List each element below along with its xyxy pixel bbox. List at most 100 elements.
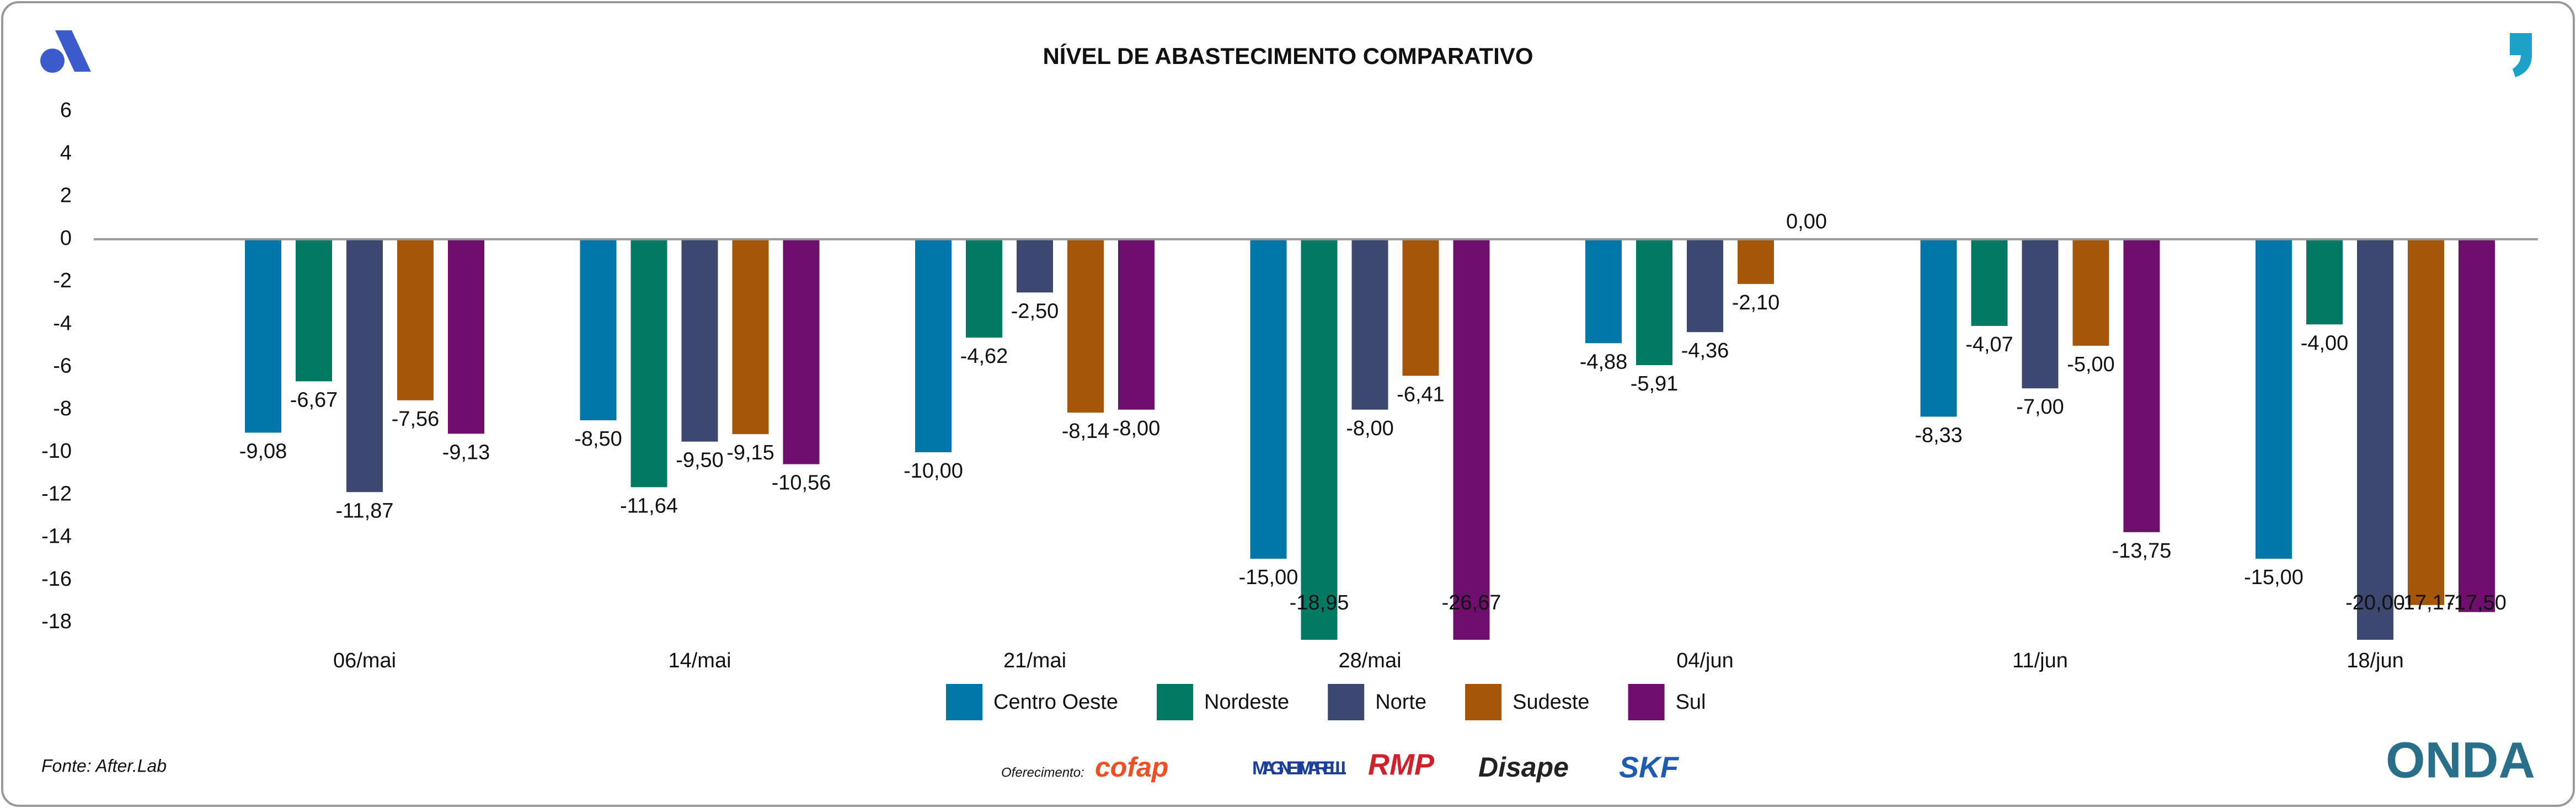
value-label: -7,00 — [2016, 395, 2064, 419]
chart-title: NÍVEL DE ABASTECIMENTO COMPARATIVO — [1043, 43, 1533, 69]
bar — [1585, 239, 1622, 344]
legend-label: Sul — [1676, 691, 1706, 714]
y-tick-label: 6 — [60, 99, 72, 122]
value-label: -4,62 — [960, 345, 1008, 368]
value-label: -4,07 — [1965, 333, 2013, 356]
y-tick-label: 2 — [60, 184, 72, 207]
y-tick-label: -4 — [53, 312, 72, 335]
value-label: -9,15 — [726, 441, 774, 464]
bar — [346, 239, 383, 493]
legend-label: Centro Oeste — [993, 691, 1118, 714]
value-label: -2,10 — [1732, 291, 1780, 314]
value-label: -26,67 — [1442, 591, 1501, 614]
y-tick-label: -12 — [41, 482, 72, 505]
y-tick-label: -6 — [53, 355, 72, 378]
value-label: 0,00 — [1786, 210, 1827, 233]
sponsor: Disape — [1478, 752, 1569, 783]
value-label: -7,56 — [392, 408, 440, 431]
value-label: -10,56 — [772, 472, 831, 495]
bar — [448, 239, 484, 434]
bar — [2408, 239, 2444, 605]
legend-swatch — [1328, 684, 1365, 720]
y-tick-label: -10 — [41, 440, 72, 463]
bar — [1738, 239, 1774, 284]
bar — [1636, 239, 1672, 366]
y-tick-label: -14 — [41, 525, 72, 548]
sponsor: MAGNETI MARELLI — [1252, 758, 1346, 779]
bar — [681, 239, 718, 442]
value-label: -6,67 — [290, 388, 338, 411]
bar — [2306, 239, 2343, 325]
bar — [1687, 239, 1723, 333]
bar — [783, 239, 820, 464]
bar — [1118, 239, 1155, 410]
bar — [2022, 239, 2059, 389]
legend-swatch — [1465, 684, 1502, 720]
x-tick-label: 14/mai — [668, 649, 731, 672]
value-label: -4,88 — [1580, 350, 1628, 373]
sponsor: RMP — [1368, 748, 1435, 781]
value-label: -5,91 — [1631, 372, 1679, 395]
bar — [915, 239, 952, 452]
bar — [2123, 239, 2160, 532]
bar — [397, 239, 434, 400]
value-label: -9,08 — [239, 440, 287, 463]
legend-swatch — [1157, 684, 1193, 720]
bar — [2256, 239, 2292, 559]
value-label: -13,75 — [2112, 539, 2172, 563]
sponsor-label: Oferecimento: — [1001, 765, 1084, 780]
legend-label: Nordeste — [1204, 691, 1289, 714]
sponsor: ONDA — [2386, 732, 2535, 788]
y-tick-label: 4 — [60, 141, 72, 164]
value-label: -18,95 — [1290, 591, 1349, 614]
value-label: -4,00 — [2301, 331, 2349, 355]
y-tick-label: -8 — [53, 397, 72, 420]
bar — [1402, 239, 1439, 376]
value-label: -20,00 — [2345, 591, 2405, 614]
value-label: -8,00 — [1113, 417, 1161, 440]
bar — [1067, 239, 1104, 413]
bar — [580, 239, 617, 421]
value-label: -8,14 — [1062, 420, 1110, 443]
bar — [966, 239, 1002, 338]
value-label: -2,50 — [1011, 299, 1059, 323]
x-tick-label: 18/jun — [2347, 649, 2404, 672]
x-tick-label: 11/jun — [2012, 649, 2068, 672]
legend-swatch — [946, 684, 982, 720]
bar — [630, 239, 667, 488]
bar — [1920, 239, 1957, 417]
value-label: -17,50 — [2447, 591, 2506, 614]
x-tick-label: 04/jun — [1676, 649, 1734, 672]
value-label: -11,87 — [336, 499, 394, 522]
legend-label: Sudeste — [1513, 691, 1589, 714]
bar — [1971, 239, 2008, 326]
value-label: -8,50 — [574, 427, 622, 451]
y-tick-label: -18 — [41, 610, 72, 633]
bar — [2357, 239, 2393, 640]
legend-label: Norte — [1375, 691, 1426, 714]
y-tick-label: -2 — [53, 269, 72, 292]
sponsor: SKF — [1619, 751, 1680, 784]
x-tick-label: 21/mai — [1003, 649, 1066, 672]
y-tick-label: -16 — [41, 568, 72, 591]
legend-swatch — [1628, 684, 1665, 720]
plot-area — [245, 239, 2495, 640]
y-tick-label: 0 — [60, 227, 72, 250]
bar — [296, 239, 332, 382]
bar — [1351, 239, 1388, 410]
brand-logo — [40, 30, 91, 73]
value-label: -9,50 — [676, 449, 724, 472]
sponsor: cofap — [1095, 752, 1168, 783]
value-label: -5,00 — [2067, 353, 2115, 376]
bar — [1453, 239, 1490, 640]
value-label: -6,41 — [1397, 383, 1445, 406]
x-tick-label: 06/mai — [333, 649, 396, 672]
bar — [1250, 239, 1287, 559]
bar — [2072, 239, 2109, 346]
value-label: -17,17 — [2396, 591, 2456, 614]
source: Fonte: After.Lab — [41, 756, 167, 775]
value-label: -9,13 — [442, 441, 490, 464]
x-tick-label: 28/mai — [1338, 649, 1401, 672]
